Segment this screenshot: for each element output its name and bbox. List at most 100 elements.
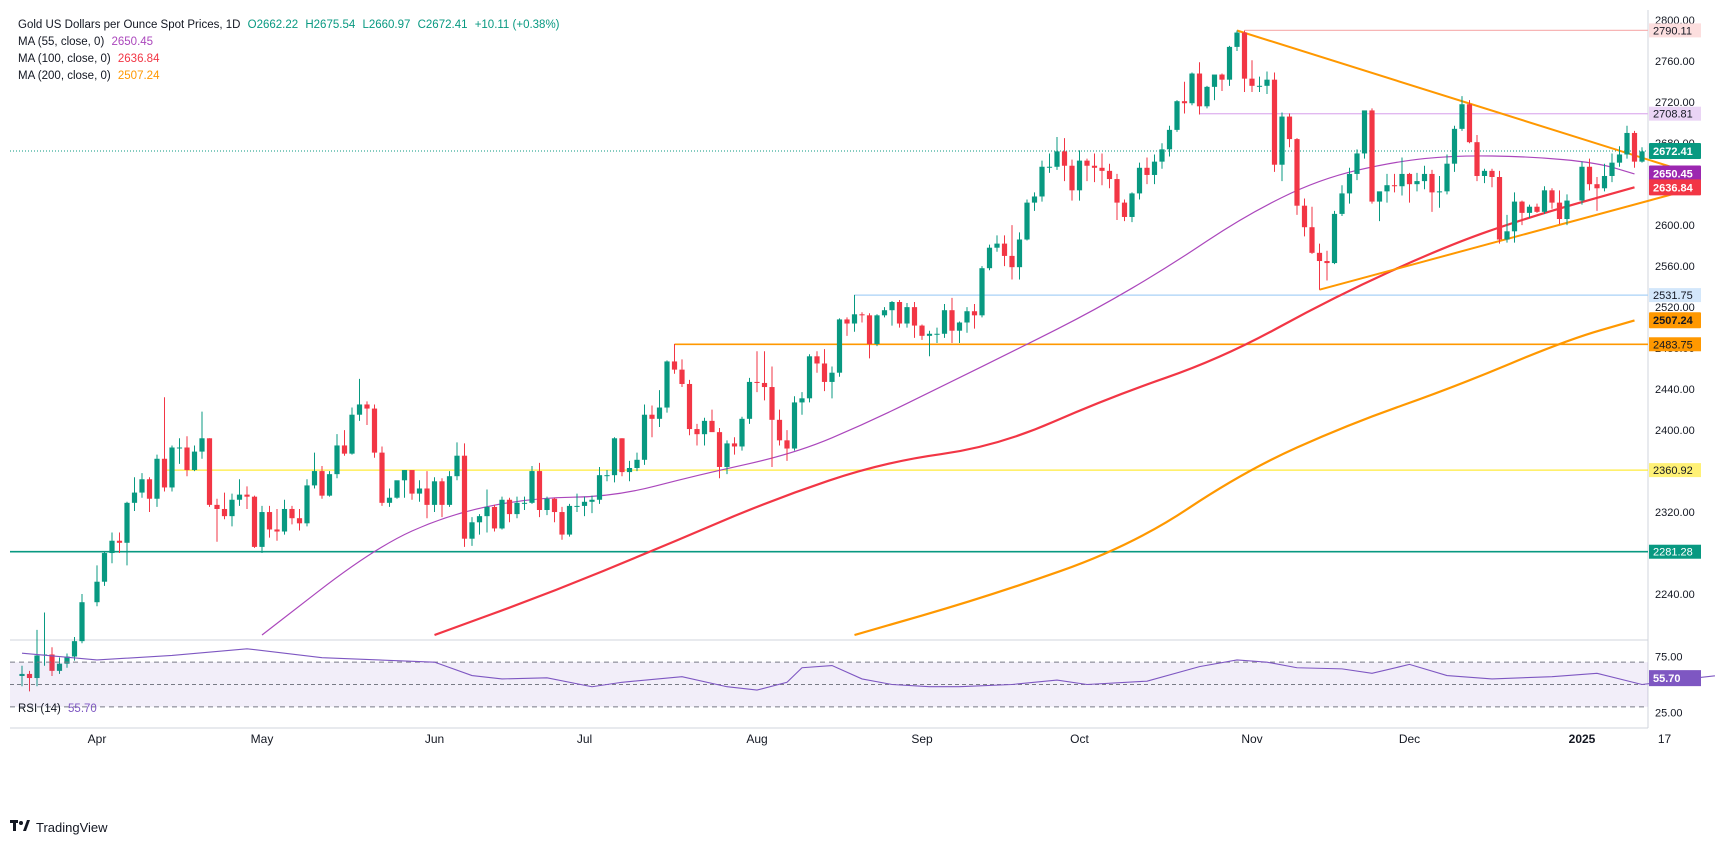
candle <box>1496 170 1503 244</box>
y-tick-label: 2560.00 <box>1655 261 1695 273</box>
candle-body <box>1579 166 1585 201</box>
candle <box>881 307 888 318</box>
candle-body <box>1249 78 1255 86</box>
candle-body <box>416 488 423 494</box>
candle-body <box>94 581 100 603</box>
candle <box>371 404 378 458</box>
candle-body <box>529 471 535 503</box>
candle <box>1339 185 1345 216</box>
candle-body <box>1219 74 1225 80</box>
candle <box>236 479 243 506</box>
candle-body <box>1414 181 1420 185</box>
candle <box>266 505 273 538</box>
candle <box>1616 146 1623 167</box>
candle <box>716 428 723 479</box>
price-badge <box>1649 165 1701 182</box>
candle <box>1061 138 1068 182</box>
candle <box>1534 203 1540 213</box>
candle <box>1069 159 1075 201</box>
candle-body <box>604 475 610 477</box>
candle <box>1346 167 1353 204</box>
candle-body <box>514 502 520 515</box>
candle-body <box>851 314 858 324</box>
candle <box>1099 153 1105 186</box>
candle-body <box>664 361 670 408</box>
candle <box>1399 157 1405 196</box>
candle <box>701 417 708 446</box>
candle <box>401 470 408 498</box>
ma200-legend: MA (200, close, 0) 2507.24 <box>18 68 560 85</box>
candle-body <box>1541 190 1548 212</box>
candle <box>259 505 265 554</box>
level-badge <box>1649 544 1701 559</box>
candle <box>1301 198 1308 237</box>
level-badge <box>1649 23 1701 38</box>
candle-body <box>1631 132 1638 162</box>
candle-body <box>859 314 865 316</box>
candle-body <box>1121 202 1128 217</box>
level-badge-label: 2531.75 <box>1653 290 1693 302</box>
ma200-label: MA (200, close, 0) <box>18 70 111 82</box>
candle <box>169 445 175 492</box>
candle-body <box>289 508 295 519</box>
candle <box>64 653 70 668</box>
candle <box>1076 150 1083 201</box>
candle-body <box>469 522 475 539</box>
price-badge-label: 2636.84 <box>1653 182 1694 194</box>
candle-body <box>1286 116 1293 140</box>
candle <box>941 304 948 338</box>
candle <box>1526 204 1533 218</box>
candle <box>251 495 258 548</box>
candle <box>1384 173 1390 203</box>
candle <box>1406 172 1413 203</box>
level-badge-label: 2360.92 <box>1653 465 1693 477</box>
candle-body <box>1526 206 1533 213</box>
candle-body <box>1459 104 1465 129</box>
candle <box>679 359 685 388</box>
candle <box>664 360 670 413</box>
candle <box>1436 175 1443 208</box>
price-badge <box>1649 179 1701 196</box>
candle <box>49 647 55 676</box>
candle <box>1114 173 1120 221</box>
candle <box>304 479 310 527</box>
candle <box>446 471 453 507</box>
candle <box>971 304 978 329</box>
candle-body <box>1301 205 1308 228</box>
candle <box>1316 243 1323 290</box>
candle-body <box>949 310 955 331</box>
level-badge <box>1649 106 1701 121</box>
candle <box>859 312 865 323</box>
candle <box>476 514 483 535</box>
y-tick-label: 2600.00 <box>1655 220 1695 232</box>
candle-body <box>1474 142 1480 176</box>
candle-body <box>941 310 948 334</box>
candle <box>1369 108 1375 204</box>
candle <box>431 477 438 513</box>
candle <box>671 344 678 374</box>
candle <box>1256 76 1263 92</box>
candle <box>274 508 280 541</box>
candle-body <box>169 447 175 488</box>
level-badge-label: 2483.75 <box>1653 339 1693 351</box>
candle <box>731 437 738 455</box>
candle-body <box>266 512 273 530</box>
candle-body <box>1136 167 1143 194</box>
candle-body <box>1624 132 1630 155</box>
candle <box>394 480 400 499</box>
candle <box>131 477 138 512</box>
candle-body <box>1451 128 1458 164</box>
candle <box>1144 157 1150 185</box>
candle <box>289 505 295 525</box>
tradingview-brand[interactable]: TradingView <box>10 820 108 835</box>
candle-body <box>1549 190 1555 203</box>
candle <box>1091 153 1098 183</box>
candle <box>686 379 693 436</box>
candle <box>71 637 78 661</box>
candle <box>1279 112 1285 182</box>
candle-body <box>536 471 543 510</box>
candle <box>244 486 250 509</box>
ma-line-ma55 <box>261 155 1635 636</box>
candle-body <box>919 325 925 336</box>
